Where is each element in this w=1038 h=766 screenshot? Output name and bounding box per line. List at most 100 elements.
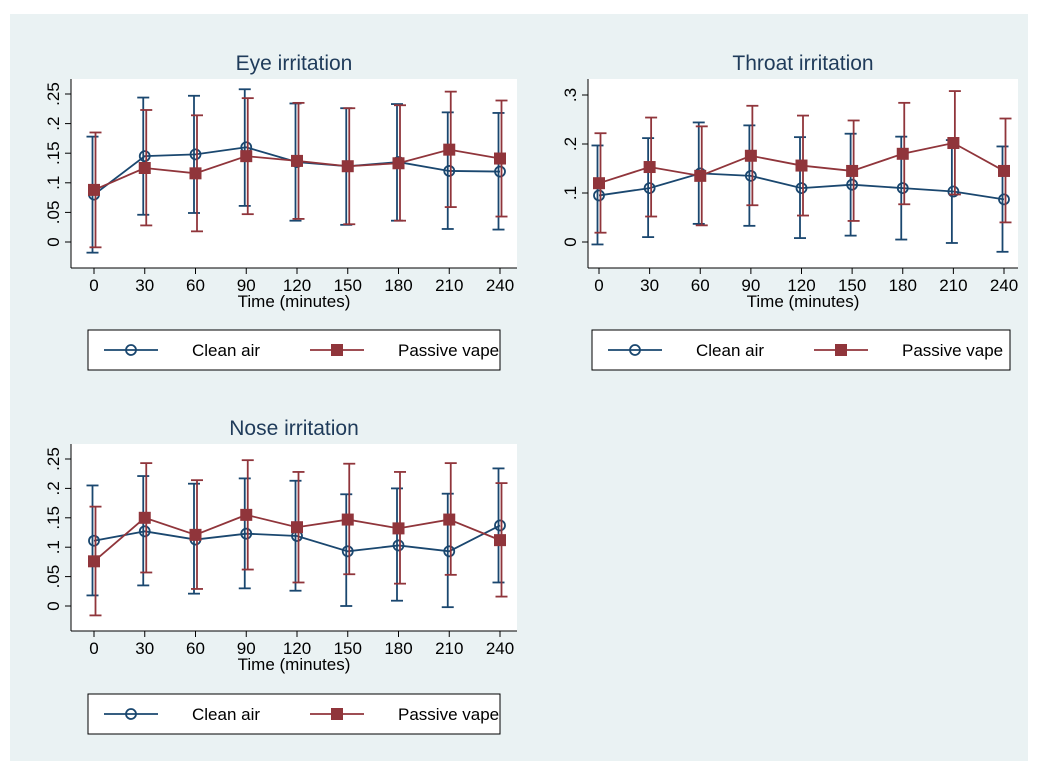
- y-tick-label: .2: [44, 117, 63, 131]
- x-tick-label: 180: [384, 276, 412, 295]
- data-point: [443, 513, 456, 526]
- data-point: [494, 534, 506, 547]
- data-point: [744, 169, 757, 182]
- y-tick-label: 0: [44, 237, 63, 246]
- figure-background: Eye irritation 0 .05 .1 .15 .2 .25 0 30 60 90 120 15…: [10, 14, 1028, 761]
- x-axis-title: Time (minutes): [747, 292, 860, 311]
- data-point: [189, 528, 202, 541]
- data-point: [341, 513, 354, 526]
- legend-label: Clean air: [192, 705, 260, 724]
- x-tick-label: 30: [135, 639, 154, 658]
- y-tick-label: .1: [44, 540, 63, 554]
- data-point: [88, 555, 100, 568]
- chart-title: Throat irritation: [732, 52, 873, 75]
- x-tick-label: 30: [640, 276, 659, 295]
- y-tick-label: .2: [561, 137, 580, 151]
- data-point: [138, 525, 151, 538]
- series-line: [598, 172, 1005, 201]
- x-tick-label: 90: [237, 639, 256, 658]
- x-tick-label: 150: [334, 276, 362, 295]
- data-point: [189, 167, 202, 180]
- data-point: [494, 165, 506, 178]
- legend: Clean air Passive vape: [591, 329, 1011, 371]
- data-point: [998, 193, 1010, 206]
- data-point: [593, 189, 605, 202]
- data-point: [846, 164, 859, 177]
- data-point: [341, 160, 354, 173]
- x-tick-label: 240: [486, 276, 514, 295]
- data-point: [392, 522, 405, 535]
- x-tick-label: 90: [237, 276, 256, 295]
- data-point: [846, 178, 859, 191]
- legend-marker: [125, 708, 137, 720]
- x-tick-label: 150: [334, 639, 362, 658]
- legend-label: Clean air: [696, 341, 764, 360]
- x-tick-label: 120: [283, 276, 311, 295]
- series-1: [88, 90, 508, 249]
- data-point: [138, 150, 151, 163]
- y-tick-label: .2: [44, 481, 63, 495]
- y-tick-label: .15: [44, 506, 63, 530]
- y-tick-label: .25: [44, 447, 63, 471]
- legend-marker: [629, 344, 641, 356]
- x-tick-label: 120: [787, 276, 815, 295]
- data-point: [947, 137, 960, 150]
- data-point: [88, 534, 100, 547]
- y-tick-label: .1: [44, 176, 63, 190]
- chart-panel-1: Throat irritation 0 .1 .2 .3 0 30 60 90 120 150 180…: [561, 52, 1018, 371]
- series-line: [93, 524, 501, 553]
- legend: Clean air Passive vape: [87, 693, 501, 735]
- data-point: [896, 147, 909, 160]
- data-point: [240, 508, 253, 521]
- x-tick-label: 0: [89, 276, 98, 295]
- data-point: [593, 177, 605, 190]
- chart-panel-2: Nose irritation 0 .05 .1 .15 .2 .25 0 30 60 90 120 1…: [44, 417, 517, 735]
- x-axis-title: Time (minutes): [238, 292, 351, 311]
- chart-title: Nose irritation: [229, 417, 359, 440]
- data-point: [138, 162, 151, 174]
- data-point: [240, 527, 253, 540]
- x-tick-label: 30: [135, 276, 154, 295]
- data-point: [392, 157, 405, 170]
- data-point: [896, 182, 909, 195]
- legend-marker: [125, 344, 137, 356]
- legend-marker: [331, 344, 343, 356]
- y-tick-label: .1: [561, 186, 580, 200]
- data-point: [744, 149, 757, 162]
- data-point: [494, 152, 506, 165]
- series-0: [591, 121, 1010, 253]
- x-tick-label: 210: [939, 276, 967, 295]
- y-tick-label: .25: [44, 82, 63, 106]
- legend-label: Passive vape: [398, 341, 499, 360]
- legend-marker: [835, 344, 847, 356]
- y-tick-label: 0: [561, 237, 580, 246]
- x-tick-label: 60: [186, 639, 205, 658]
- data-point: [643, 182, 656, 195]
- x-tick-label: 180: [889, 276, 917, 295]
- chart-title: Eye irritation: [236, 52, 353, 75]
- data-point: [494, 519, 506, 532]
- data-point: [240, 150, 253, 163]
- data-point: [443, 165, 456, 177]
- x-tick-label: 0: [594, 276, 603, 295]
- x-tick-label: 210: [435, 276, 463, 295]
- chart-panel-0: Eye irritation 0 .05 .1 .15 .2 .25 0 30 60 90 120 15…: [44, 52, 517, 371]
- series-1: [593, 90, 1012, 234]
- data-point: [694, 169, 707, 182]
- data-point: [443, 143, 456, 156]
- y-tick-label: 0: [44, 601, 63, 610]
- data-point: [291, 154, 303, 167]
- x-tick-label: 180: [384, 639, 412, 658]
- x-tick-label: 240: [990, 276, 1018, 295]
- x-tick-label: 0: [89, 639, 98, 658]
- y-tick-label: .05: [44, 201, 63, 225]
- legend-label: Passive vape: [398, 705, 499, 724]
- x-tick-label: 90: [741, 276, 760, 295]
- y-tick-label: .15: [44, 141, 63, 165]
- data-point: [443, 545, 456, 558]
- y-tick-label: .05: [44, 565, 63, 589]
- figure-svg: Eye irritation 0 .05 .1 .15 .2 .25 0 30 60 90 120 15…: [44, 52, 1018, 735]
- series-1: [88, 459, 508, 617]
- x-tick-label: 240: [486, 639, 514, 658]
- data-point: [392, 539, 405, 552]
